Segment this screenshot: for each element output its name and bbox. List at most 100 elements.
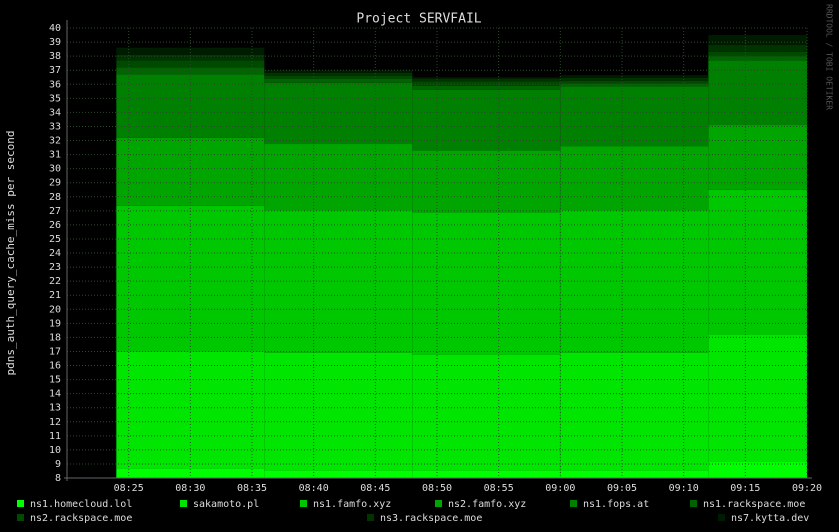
legend-swatch xyxy=(17,514,24,521)
area-segment xyxy=(264,352,413,471)
x-tick-label: 09:05 xyxy=(607,483,637,494)
y-tick-label: 27 xyxy=(49,206,61,217)
y-axis-label: pdns_auth_query_cache_miss per second xyxy=(4,130,17,375)
area-segment xyxy=(560,86,709,147)
area-segment xyxy=(412,212,561,355)
y-tick-label: 26 xyxy=(49,220,61,231)
y-tick-label: 14 xyxy=(49,389,61,400)
area-segment xyxy=(264,75,413,79)
legend-label: ns7.kytta.dev xyxy=(731,513,809,524)
x-tick-label: 08:30 xyxy=(175,483,205,494)
legend-label: ns3.rackspace.moe xyxy=(380,513,482,524)
area-segment xyxy=(116,47,265,55)
legend-label: ns2.rackspace.moe xyxy=(30,513,132,524)
x-tick-label: 09:00 xyxy=(545,483,575,494)
legend-label: ns2.famfo.xyz xyxy=(448,499,526,510)
area-segment xyxy=(412,470,561,478)
legend-swatch xyxy=(180,500,187,507)
area-segment xyxy=(412,150,561,213)
area-segment xyxy=(412,354,561,471)
area-segment xyxy=(412,81,561,86)
area-segment xyxy=(708,51,807,57)
legend-swatch xyxy=(435,500,442,507)
y-tick-label: 40 xyxy=(49,23,61,34)
area-segment xyxy=(708,334,807,462)
y-tick-label: 34 xyxy=(49,107,61,118)
x-tick-label: 08:35 xyxy=(237,483,267,494)
area-segment xyxy=(116,137,265,206)
y-tick-label: 12 xyxy=(49,417,61,428)
area-segment xyxy=(560,83,709,87)
y-tick-label: 28 xyxy=(49,192,61,203)
y-tick-label: 29 xyxy=(49,178,61,189)
area-segment xyxy=(116,54,265,61)
y-tick-label: 19 xyxy=(49,318,61,329)
area-segment xyxy=(708,44,807,52)
legend-swatch xyxy=(367,514,374,521)
x-tick-label: 09:20 xyxy=(792,483,822,494)
x-tick-label: 08:55 xyxy=(484,483,514,494)
watermark: RRDTOOL / TOBI OETIKER xyxy=(825,4,834,110)
y-tick-label: 15 xyxy=(49,375,61,386)
area-segment xyxy=(708,189,807,335)
x-tick-label: 09:15 xyxy=(730,483,760,494)
area-segment xyxy=(264,470,413,478)
area-segment xyxy=(560,352,709,471)
legend-label: ns1.famfo.xyz xyxy=(313,499,391,510)
y-tick-label: 17 xyxy=(49,346,61,357)
y-tick-label: 13 xyxy=(49,403,61,414)
area-segment xyxy=(264,82,413,145)
y-tick-label: 9 xyxy=(55,459,61,470)
y-tick-label: 23 xyxy=(49,262,61,273)
area-segment xyxy=(560,146,709,211)
y-tick-label: 32 xyxy=(49,136,61,147)
y-tick-label: 30 xyxy=(49,164,61,175)
y-tick-label: 38 xyxy=(49,51,61,62)
area-segment xyxy=(412,78,561,82)
area-segment xyxy=(264,70,413,73)
y-tick-label: 39 xyxy=(49,37,61,48)
y-tick-label: 21 xyxy=(49,290,61,301)
area-segment xyxy=(116,205,265,352)
y-tick-label: 8 xyxy=(55,473,61,484)
legend-label: ns1.fops.at xyxy=(583,499,649,510)
area-segment xyxy=(560,77,709,81)
legend-swatch xyxy=(300,500,307,507)
area-segment xyxy=(412,89,561,151)
y-tick-label: 11 xyxy=(49,431,61,442)
legend-swatch xyxy=(17,500,24,507)
x-tick-label: 08:45 xyxy=(360,483,390,494)
y-tick-label: 10 xyxy=(49,445,61,456)
legend-swatch xyxy=(718,514,725,521)
area-segment xyxy=(264,144,413,211)
area-segment xyxy=(560,75,709,78)
area-segment xyxy=(264,73,413,76)
area-segment xyxy=(708,60,807,126)
y-tick-label: 20 xyxy=(49,304,61,315)
legend-label: ns1.homecloud.lol xyxy=(30,499,132,510)
area-segment xyxy=(708,56,807,61)
area-segment xyxy=(116,60,265,68)
y-tick-label: 35 xyxy=(49,93,61,104)
y-tick-label: 25 xyxy=(49,234,61,245)
legend-swatch xyxy=(570,500,577,507)
area-segment xyxy=(560,80,709,84)
y-tick-label: 18 xyxy=(49,332,61,343)
y-tick-label: 22 xyxy=(49,276,61,287)
legend-label: sakamoto.pl xyxy=(193,499,259,510)
area-segment xyxy=(412,85,561,90)
area-segment xyxy=(708,35,807,45)
x-tick-label: 08:25 xyxy=(114,483,144,494)
area-segment xyxy=(264,78,413,83)
legend-label: ns1.rackspace.moe xyxy=(703,499,805,510)
y-tick-label: 36 xyxy=(49,79,61,90)
y-tick-label: 16 xyxy=(49,361,61,372)
area-segment xyxy=(560,470,709,478)
y-tick-label: 31 xyxy=(49,150,61,161)
chart-title: Project SERVFAIL xyxy=(356,12,481,27)
legend-swatch xyxy=(690,500,697,507)
y-tick-label: 33 xyxy=(49,121,61,132)
x-tick-label: 09:10 xyxy=(669,483,699,494)
y-tick-label: 37 xyxy=(49,65,61,76)
